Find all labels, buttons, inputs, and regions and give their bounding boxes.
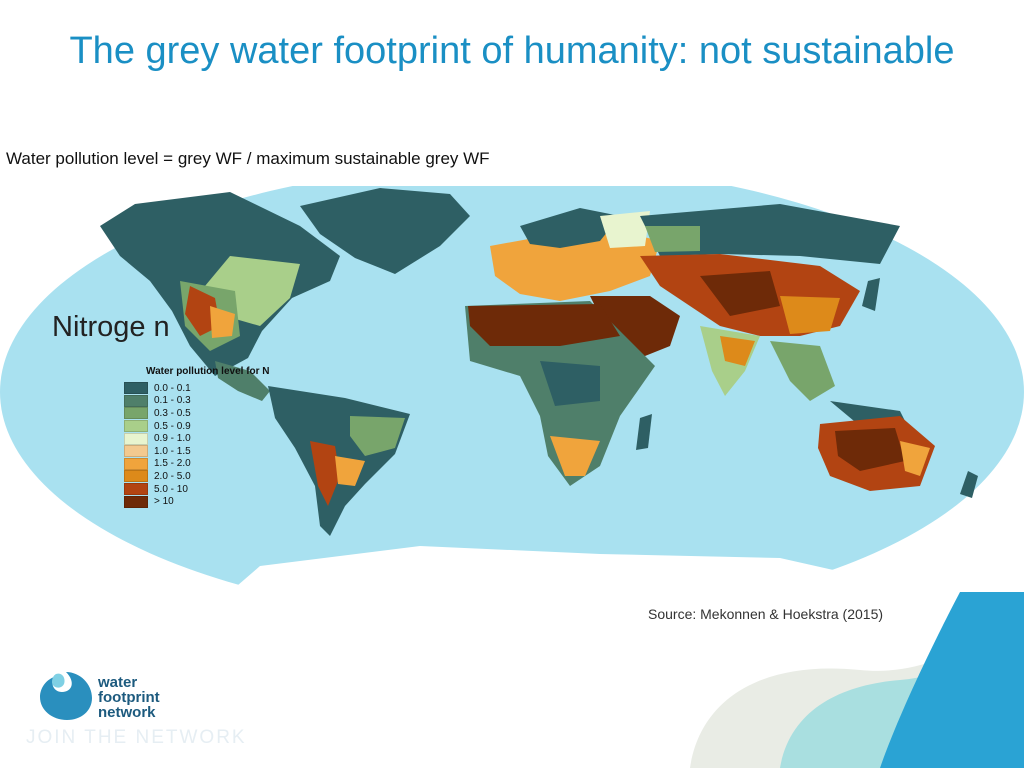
decorative-waves — [690, 592, 1024, 768]
legend-label: 0.9 - 1.0 — [154, 433, 191, 445]
legend-label: 0.3 - 0.5 — [154, 407, 191, 419]
legend-item: > 10 — [124, 495, 284, 508]
water-drop-logo-icon — [40, 672, 92, 720]
legend-swatch — [124, 495, 148, 508]
world-map — [0, 186, 1024, 592]
legend-item: 1.0 - 1.5 — [124, 445, 284, 458]
slide-subtitle: Water pollution level = grey WF / maximu… — [6, 149, 490, 168]
legend-item: 2.0 - 5.0 — [124, 470, 284, 483]
japan — [862, 278, 880, 311]
greenland — [300, 188, 470, 274]
madagascar — [636, 414, 652, 450]
legend-swatch — [124, 407, 148, 420]
legend-swatch — [124, 432, 148, 445]
middle-east — [590, 296, 680, 358]
legend-swatch — [124, 457, 148, 470]
legend-swatch — [124, 445, 148, 458]
legend-item: 0.5 - 0.9 — [124, 420, 284, 433]
legend-label: 1.0 - 1.5 — [154, 445, 191, 457]
logo-wordmark: water footprint network — [98, 675, 160, 720]
central-america — [215, 361, 270, 401]
legend-title: Water pollution level for N — [146, 366, 270, 377]
antarctica — [230, 546, 860, 592]
tagline: JOIN THE NETWORK — [26, 727, 247, 748]
legend-label: 5.0 - 10 — [154, 483, 188, 495]
map-legend: Water pollution level for N 0.0 - 0.1 0.… — [124, 366, 284, 508]
legend-item: 5.0 - 10 — [124, 483, 284, 496]
new-zealand — [960, 471, 978, 498]
legend-label: > 10 — [154, 496, 174, 508]
legend-item: 0.3 - 0.5 — [124, 407, 284, 420]
legend-swatch — [124, 470, 148, 483]
north-asia — [640, 204, 900, 264]
legend-label: 1.5 - 2.0 — [154, 458, 191, 470]
legend-swatch — [124, 420, 148, 433]
slide-title: The grey water footprint of humanity: no… — [69, 30, 955, 72]
southeast-asia — [770, 341, 835, 401]
legend-swatch — [124, 483, 148, 496]
legend-swatch — [124, 394, 148, 407]
legend-item: 0.0 - 0.1 — [124, 382, 284, 395]
source-citation: Source: Mekonnen & Hoekstra (2015) — [648, 606, 884, 622]
legend-label: 0.0 - 0.1 — [154, 382, 191, 394]
legend-item: 0.1 - 0.3 — [124, 394, 284, 408]
legend-item: 1.5 - 2.0 — [124, 457, 284, 471]
logo-line: network — [98, 704, 156, 721]
map-label-nitrogen: Nitroge n — [52, 311, 170, 343]
legend-label: 0.1 - 0.3 — [154, 395, 191, 407]
logo-line: water — [98, 674, 138, 691]
legend-swatch — [124, 382, 148, 395]
legend-item: 0.9 - 1.0 — [124, 432, 284, 445]
legend-label: 0.5 - 0.9 — [154, 420, 191, 432]
legend-label: 2.0 - 5.0 — [154, 470, 191, 482]
logo-line: footprint — [98, 689, 160, 706]
